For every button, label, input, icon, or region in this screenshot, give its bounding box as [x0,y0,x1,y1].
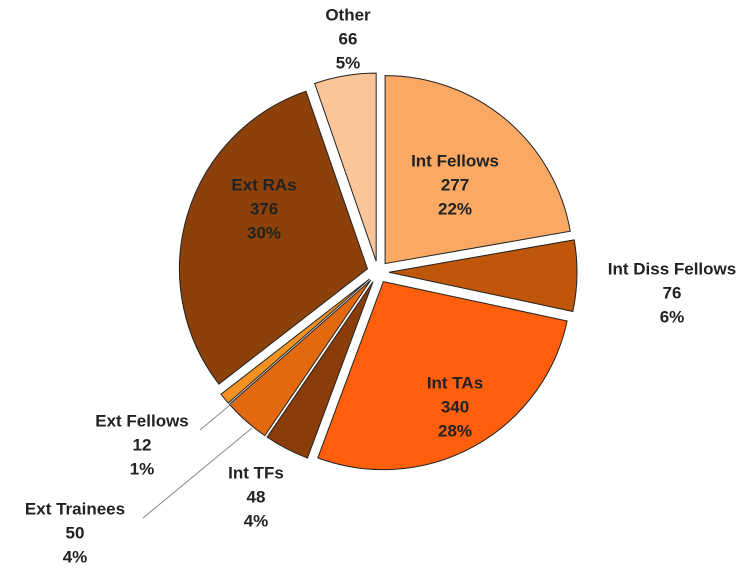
slice-label: Int Diss Fellows [608,259,736,278]
slice-value: 48 [247,487,266,506]
slice-value: 376 [250,199,278,218]
slice-label: Ext Fellows [95,411,189,430]
leader-line [199,399,237,431]
slice-value: 66 [339,29,358,48]
pie-slice [384,75,571,265]
leader-line [142,427,253,519]
slice-value: 340 [441,397,469,416]
slice-percent: 4% [244,511,269,530]
pie-slice [388,239,578,313]
slice-label: Int TAs [427,373,483,392]
slice-label: Int Fellows [411,151,499,170]
pie-slice [220,278,370,404]
slice-percent: 28% [438,421,472,440]
slice-percent: 6% [660,307,685,326]
slice-percent: 4% [63,547,88,566]
slice-value: 76 [663,283,682,302]
slice-percent: 22% [438,199,472,218]
slice-value: 277 [441,175,469,194]
pie-slice [314,72,377,262]
slice-label: Ext Trainees [25,499,125,518]
slice-percent: 1% [130,459,155,478]
pie-slice [228,279,372,437]
slice-value: 12 [133,435,152,454]
slice-value: 50 [66,523,85,542]
slice-label: Other [325,5,371,24]
slice-label: Int TFs [228,463,284,482]
pie-slice [178,90,369,385]
pie-slice [317,281,568,471]
pie-slice [266,281,374,459]
slice-percent: 5% [336,53,361,72]
slice-percent: 30% [247,223,281,242]
slice-label: Ext RAs [231,175,296,194]
